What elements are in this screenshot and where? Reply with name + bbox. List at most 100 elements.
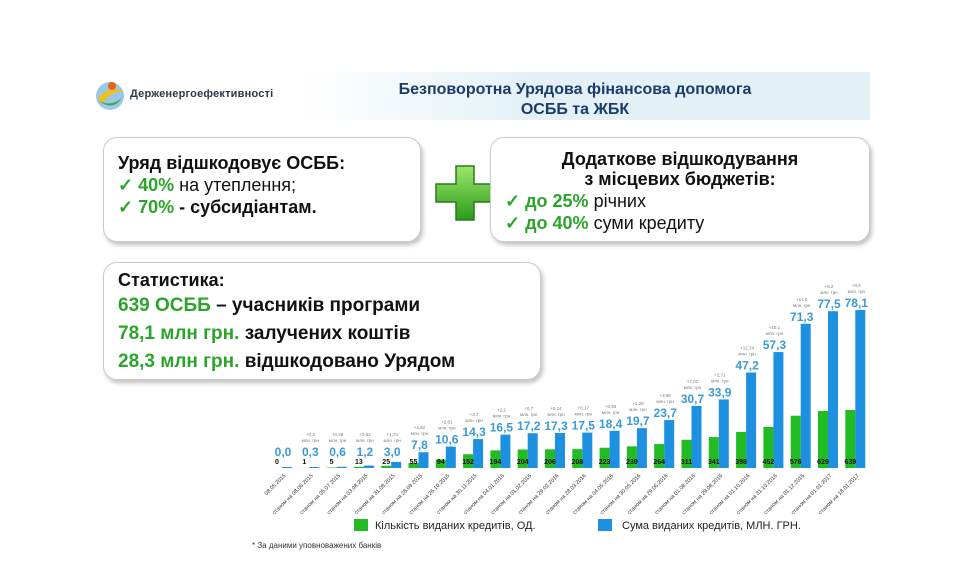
increment-unit: млн. грн: [520, 412, 538, 417]
count-bar: [763, 426, 774, 468]
increment-unit: млн. грн: [602, 410, 620, 415]
increment-unit: млн. грн: [547, 412, 565, 417]
count-label: 25: [382, 459, 390, 466]
increment-unit: млн. грн: [356, 438, 374, 443]
list-item: ✓ до 25% річних: [505, 191, 646, 211]
sum-bar: [282, 467, 292, 468]
count-label: 1: [302, 459, 306, 466]
count-bar: [708, 437, 719, 468]
increment-unit: млн. грн: [711, 378, 729, 383]
sum-label: 23,7: [654, 406, 678, 420]
increment-label: +0,28: [332, 432, 344, 437]
count-label: 639: [844, 459, 856, 466]
page-title: Безповоротна Урядова фінансова допомога О…: [398, 81, 752, 118]
sum-bar: [336, 466, 347, 468]
sum-bar: [718, 399, 729, 468]
increment-label: +3,7: [470, 412, 479, 417]
sum-bar: [691, 405, 702, 468]
count-label: 239: [626, 459, 638, 466]
sum-label: 18,4: [599, 417, 623, 431]
increment-label: +0,3: [306, 432, 315, 437]
count-label: 576: [790, 459, 802, 466]
sum-bar: [855, 310, 866, 468]
stats-heading: Статистика:: [118, 270, 225, 290]
count-label: 341: [708, 459, 720, 466]
increment-unit: млн. грн: [657, 399, 675, 404]
header-band: [300, 72, 870, 120]
sum-label: 0,0: [275, 445, 292, 459]
sum-bar: [473, 439, 484, 468]
count-bar: [353, 466, 364, 468]
increment-label: +3,96: [660, 393, 672, 398]
sum-bar: [418, 452, 429, 468]
box1-heading: Уряд відшкодовує ОСББ:: [118, 153, 346, 173]
increment-label: +0,62: [359, 432, 371, 437]
sum-bar: [391, 461, 402, 468]
sum-bar: [636, 428, 647, 468]
count-label: 152: [462, 459, 474, 466]
count-label: 264: [653, 459, 665, 466]
stat-line: 78,1 млн грн. залучених коштів: [118, 323, 411, 344]
list-item: ✓ 40% на утеплення;: [118, 175, 297, 195]
footnote: * За даними уповноважених банків: [252, 541, 382, 550]
legend-count: Кількість виданих кредитів, ОД.: [375, 520, 536, 532]
increment-label: +0,93: [605, 404, 617, 409]
count-label: 206: [544, 459, 556, 466]
sum-bar: [500, 434, 511, 468]
statistics-box: Статистика: 639 ОСББ – учасників програм…: [103, 262, 541, 380]
increment-label: +2,81: [441, 420, 453, 425]
count-label: 452: [763, 459, 775, 466]
count-label: 94: [437, 459, 445, 466]
count-label: 194: [490, 459, 502, 466]
increment-label: +6,2: [825, 284, 834, 289]
increment-unit: млн. грн: [438, 426, 456, 431]
sum-bar: [309, 467, 320, 468]
count-bar: [845, 410, 856, 468]
increment-unit: млн. грн: [411, 431, 429, 436]
count-bar: [435, 459, 446, 468]
count-bar: [654, 444, 665, 468]
sum-label: 14,3: [462, 425, 486, 439]
increment-unit: млн. грн: [384, 438, 402, 443]
legend-swatch-sum: [598, 519, 612, 531]
increment-label: +7,02: [687, 379, 699, 384]
increment-label: +14,0: [796, 297, 808, 302]
sum-bar: [609, 430, 620, 468]
sum-bar: [527, 433, 538, 468]
count-bar: [790, 415, 801, 468]
count-bar: [572, 449, 583, 468]
list-item: ✓ до 40% суми кредиту: [505, 213, 705, 233]
count-label: 204: [517, 459, 529, 466]
count-bar: [517, 449, 528, 468]
count-label: 629: [817, 459, 829, 466]
sum-bar: [664, 420, 675, 468]
count-bar: [626, 446, 637, 468]
government-compensation-box: Уряд відшкодовує ОСББ: ✓ 40% на утепленн…: [103, 137, 421, 242]
sum-bar: [582, 432, 593, 468]
plus-icon: [435, 165, 495, 221]
local-budget-box: Додаткове відшкодування з місцевих бюдже…: [490, 137, 870, 242]
stat-line: 639 ОСББ – учасників програми: [118, 295, 421, 316]
box2-heading: Додаткове відшкодування: [561, 149, 799, 169]
count-bar: [736, 431, 747, 468]
sum-label: 78,1: [845, 296, 869, 310]
sum-label: 71,3: [790, 310, 814, 324]
increment-label: +4,82: [414, 425, 426, 430]
count-label: 223: [599, 459, 611, 466]
sum-label: 17,3: [544, 419, 568, 433]
increment-label: +2,2: [497, 408, 506, 413]
count-label: 311: [681, 459, 692, 466]
sum-label: 7,8: [411, 438, 428, 452]
logo-text: Держенергоефективності: [130, 88, 274, 100]
increment-unit: млн. грн: [766, 331, 784, 336]
sum-label: 57,3: [763, 338, 787, 352]
increment-label: +1,29: [632, 401, 644, 406]
sum-label: 17,2: [517, 419, 541, 433]
increment-unit: млн. грн: [684, 385, 702, 390]
increment-label: +0,17: [578, 406, 590, 411]
box2-heading: з місцевих бюджетів:: [584, 169, 776, 189]
sum-label: 77,5: [817, 297, 841, 311]
count-bar: [681, 439, 692, 468]
sum-bar: [363, 465, 374, 468]
